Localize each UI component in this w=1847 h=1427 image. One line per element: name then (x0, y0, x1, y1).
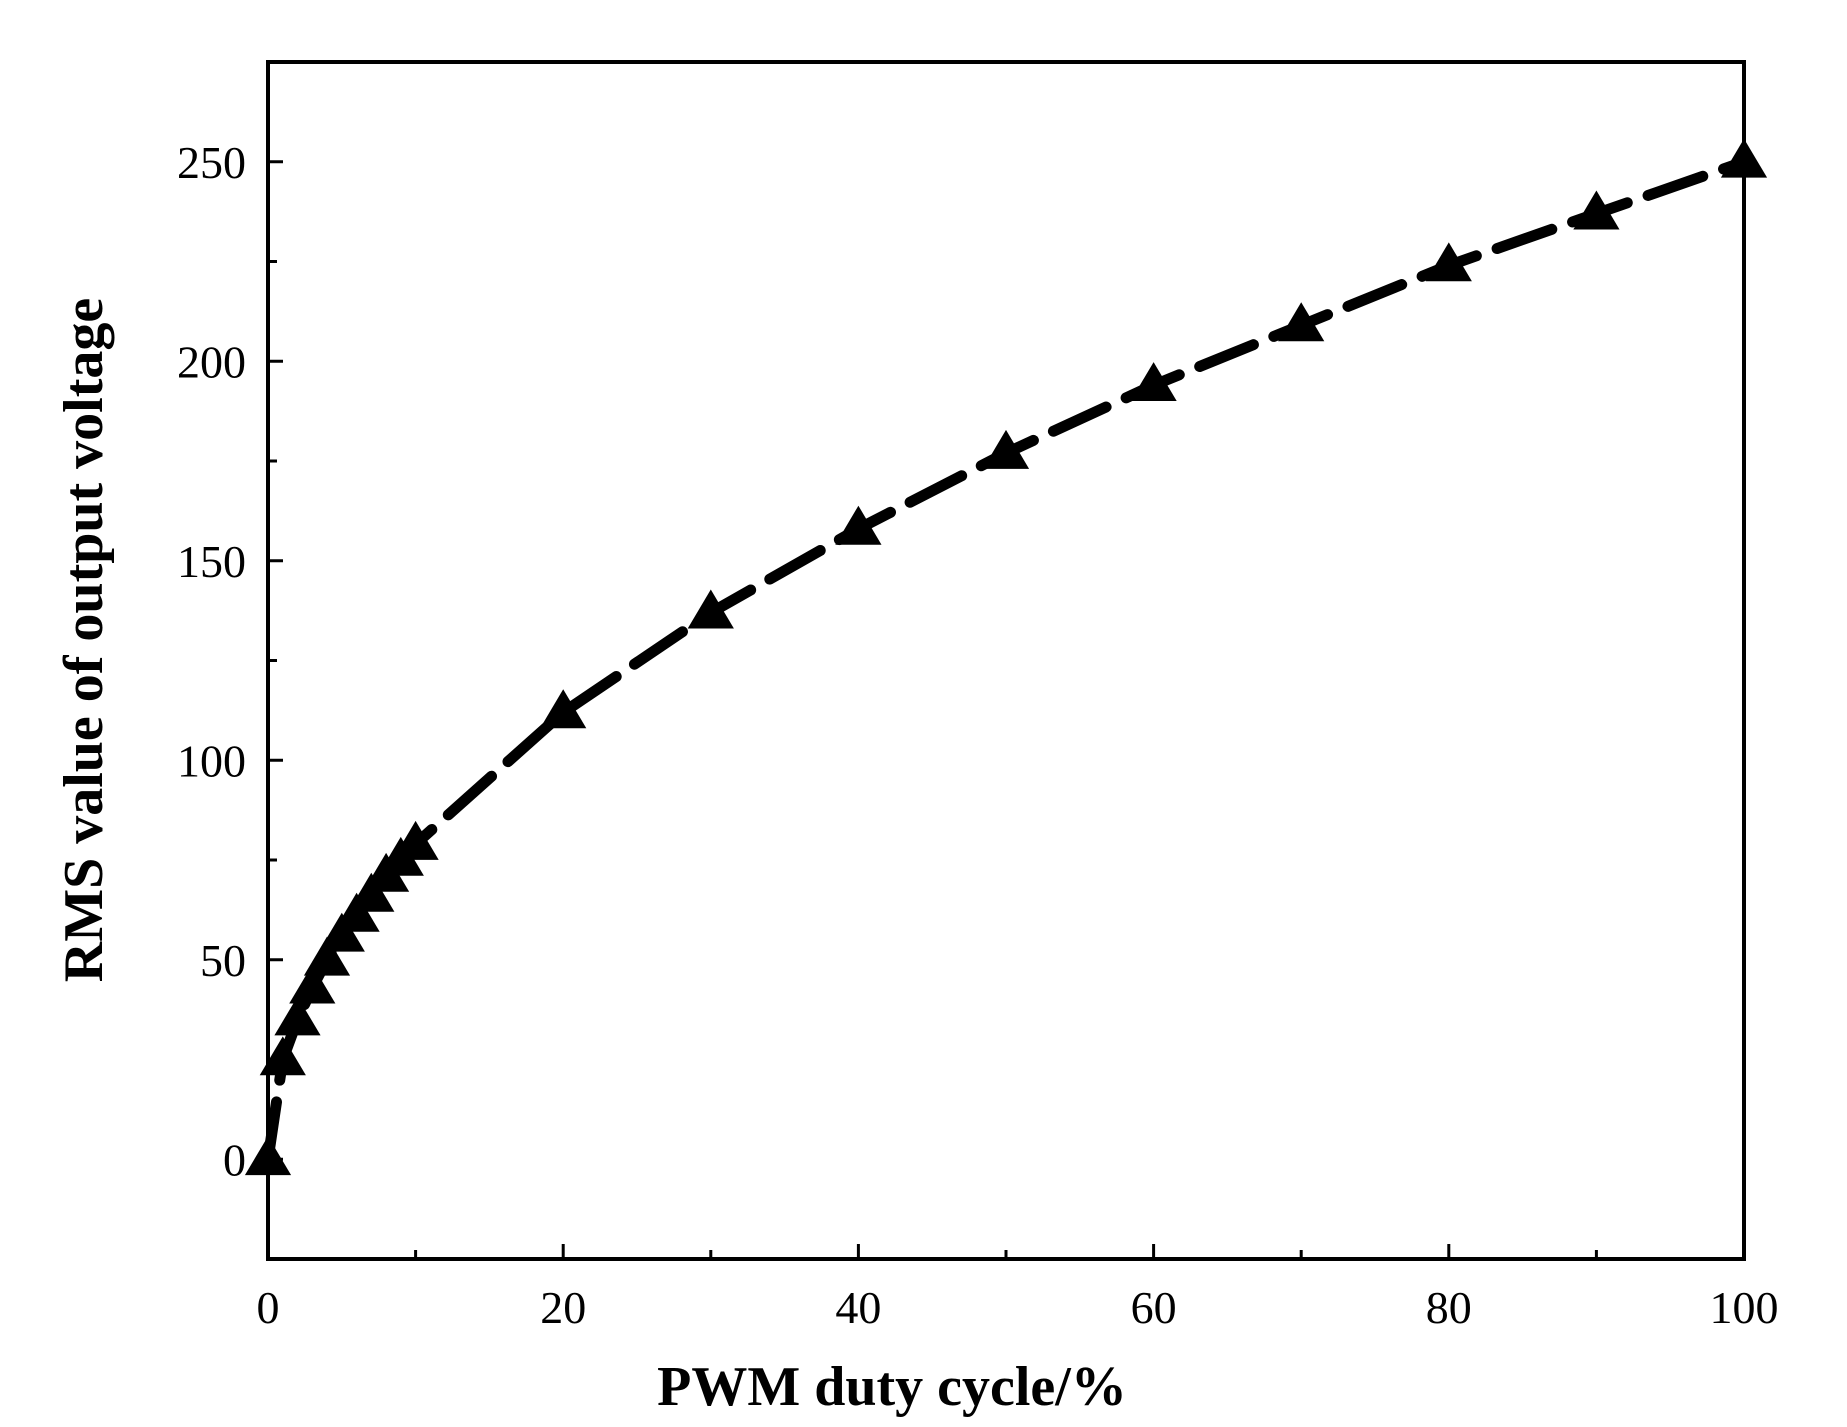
data-point-triangle (348, 872, 395, 912)
data-point-triangle (1278, 302, 1325, 342)
data-series (244, 138, 1768, 1176)
data-point-triangle (687, 589, 734, 629)
data-point-triangle (244, 1136, 292, 1176)
data-point-triangle (318, 912, 365, 952)
tick-labels: 0 20 40 60 80 100 0 50 100 150 200 250 (177, 137, 1779, 1333)
data-point-triangle (333, 892, 380, 932)
x-axis-title: PWM duty cycle/% (657, 1356, 1127, 1418)
y-axis-title: RMS value of output voltage (53, 298, 115, 982)
data-point-triangle (982, 429, 1030, 469)
y-tick-label: 250 (177, 137, 246, 188)
y-tick-label: 0 (223, 1134, 246, 1185)
series-line (262, 156, 1750, 1165)
y-tick-label: 150 (177, 536, 246, 587)
y-tick-label: 100 (177, 735, 246, 786)
y-tick-label: 200 (177, 336, 246, 387)
data-point-triangle (392, 820, 439, 860)
x-tick-label: 100 (1710, 1282, 1779, 1333)
x-tick-label: 20 (540, 1282, 586, 1333)
x-tick-label: 60 (1131, 1282, 1177, 1333)
data-point-triangle (835, 505, 882, 545)
data-point-triangle (540, 689, 587, 729)
data-point-triangle (1720, 138, 1768, 178)
x-tick-label: 40 (835, 1282, 881, 1333)
data-point-triangle (259, 1036, 306, 1076)
data-point-triangle (274, 996, 321, 1036)
x-tick-label: 80 (1426, 1282, 1472, 1333)
x-tick-label: 0 (257, 1282, 280, 1333)
data-point-triangle (1425, 242, 1472, 282)
data-point-triangle (1130, 362, 1177, 401)
y-tick-label: 50 (200, 935, 246, 986)
ticks (266, 160, 1746, 1259)
data-point-triangle (303, 936, 351, 976)
data-point-triangle (1573, 190, 1620, 230)
data-point-triangle (289, 964, 336, 1004)
